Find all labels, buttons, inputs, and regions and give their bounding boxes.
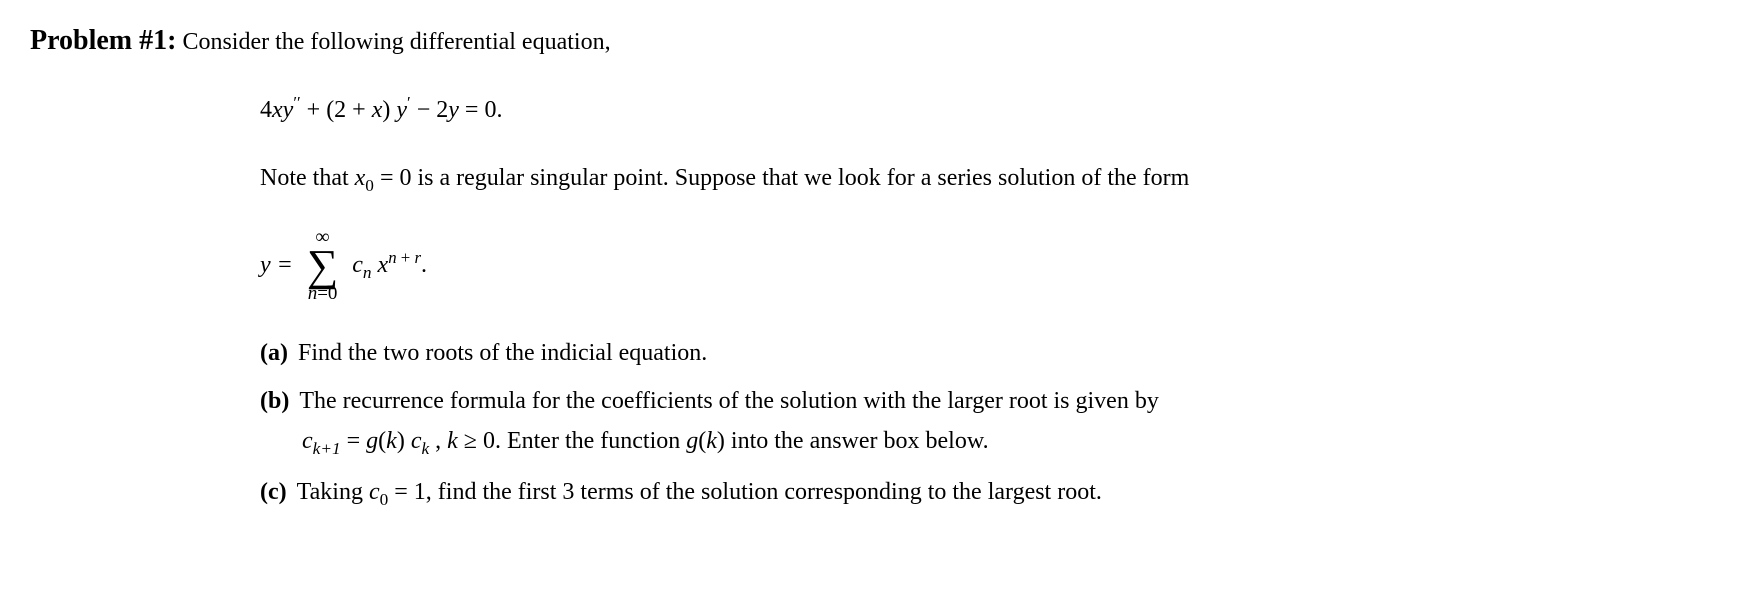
eq-xy: xy — [272, 97, 293, 123]
b-comma: , — [429, 428, 447, 454]
series-c-sub: n — [363, 262, 372, 281]
b-open: ( — [378, 428, 386, 454]
b-gk-k: k — [706, 428, 717, 454]
part-b: (b) The recurrence formula for the coeff… — [260, 383, 1720, 419]
eq-equals-zero: = 0. — [459, 97, 503, 123]
eq-y2: y — [448, 97, 459, 123]
series-exp: n + r — [388, 248, 421, 267]
sigma-lower-rest: =0 — [317, 283, 337, 304]
b-ksub: k — [421, 439, 429, 458]
part-b-line2: ck+1 = g(k) ck , k ≥ 0. Enter the functi… — [302, 423, 1720, 462]
sigma-symbol: ∑ — [307, 247, 338, 284]
b-g: g — [366, 428, 378, 454]
problem-label: Problem #1: — [30, 20, 176, 62]
series-term: cn xn + r. — [352, 245, 427, 286]
eq-ypp: ′′ — [293, 93, 300, 112]
series-equation: y = ∞ ∑ n=0 cn xn + r. — [260, 227, 1720, 303]
b-k1: k+1 — [313, 439, 341, 458]
series-x: x — [372, 252, 389, 278]
note-mid: = 0 is a regular singular point. Suppose… — [374, 165, 1189, 191]
part-b-line1: The recurrence formula for the coefficie… — [299, 383, 1720, 419]
series-y-eq: y = — [260, 247, 293, 283]
problem-intro: Consider the following differential equa… — [182, 24, 610, 60]
series-c: c — [352, 252, 363, 278]
sigma-lower-n: n — [308, 283, 318, 304]
c-sub0: 0 — [380, 490, 389, 509]
c-mid: = 1, find the first 3 terms of the solut… — [388, 479, 1102, 505]
b-gk-close: ) — [717, 428, 725, 454]
b-c1: c — [302, 428, 313, 454]
series-exp-n: n — [388, 248, 396, 267]
b-gk-g: g — [686, 428, 698, 454]
eq-minus: − 2 — [411, 97, 449, 123]
eq-y: y — [396, 97, 407, 123]
b-close: ) — [397, 428, 411, 454]
sigma-lower: n=0 — [308, 284, 338, 303]
part-a: (a) Find the two roots of the indicial e… — [260, 335, 1720, 371]
eq-x: x — [372, 97, 383, 123]
series-exp-plus: + — [397, 248, 415, 267]
b-ge: ≥ 0. Enter the function — [458, 428, 686, 454]
b-tail: into the answer box below. — [725, 428, 989, 454]
part-c: (c) Taking c0 = 1, find the first 3 term… — [260, 474, 1720, 513]
part-a-text: Find the two roots of the indicial equat… — [298, 335, 1720, 371]
b-c2: c — [411, 428, 422, 454]
differential-equation: 4xy′′ + (2 + x) y′ − 2y = 0. — [260, 90, 1720, 128]
b-kvar: k — [447, 428, 458, 454]
problem-header: Problem #1: Consider the following diffe… — [30, 20, 1720, 62]
note-x: x — [355, 165, 366, 191]
sigma-icon: ∞ ∑ n=0 — [307, 227, 338, 303]
note-line: Note that x0 = 0 is a regular singular p… — [260, 160, 1720, 199]
part-a-label: (a) — [260, 335, 288, 371]
eq-coef-4: 4 — [260, 97, 272, 123]
b-eq: = — [341, 428, 367, 454]
eq-plus-open: + (2 + — [301, 97, 372, 123]
part-c-text: Taking c0 = 1, find the first 3 terms of… — [297, 474, 1720, 513]
eq-close-paren: ) — [382, 97, 396, 123]
series-period: . — [421, 252, 427, 278]
note-x-sub: 0 — [365, 176, 374, 195]
c-pre: Taking — [297, 479, 369, 505]
b-k: k — [386, 428, 397, 454]
note-pre: Note that — [260, 165, 355, 191]
c-c: c — [369, 479, 380, 505]
part-c-label: (c) — [260, 474, 287, 510]
part-b-label: (b) — [260, 383, 289, 419]
